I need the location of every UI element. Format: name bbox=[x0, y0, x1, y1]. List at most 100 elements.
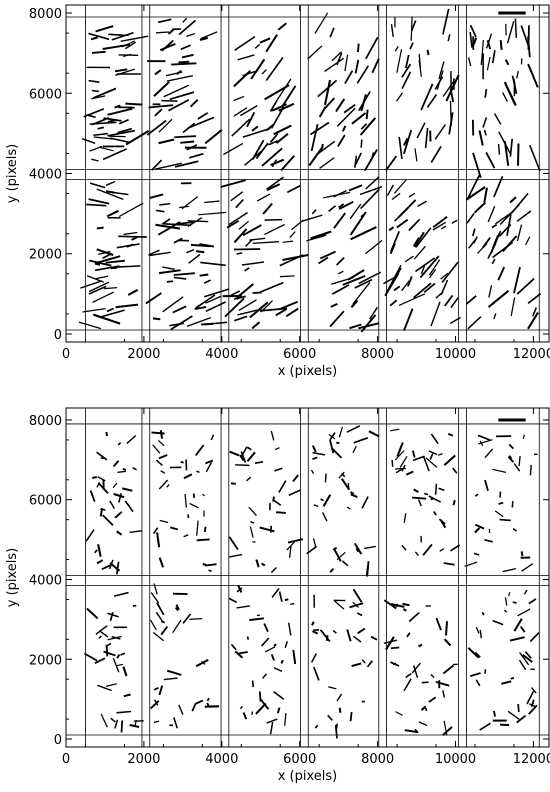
top-whisker bbox=[466, 174, 481, 200]
top-whisker bbox=[356, 65, 369, 84]
bottom-whisker bbox=[424, 707, 428, 712]
bottom-whisker bbox=[260, 637, 270, 647]
top-whisker bbox=[154, 108, 163, 117]
bottom-whisker bbox=[112, 482, 118, 489]
top-whisker bbox=[351, 112, 367, 125]
top-whisker bbox=[279, 275, 295, 278]
bottom-whisker bbox=[259, 526, 275, 533]
top-whisker bbox=[233, 69, 252, 88]
top-whisker bbox=[354, 278, 373, 289]
top-whisker bbox=[442, 8, 450, 35]
bottom-whisker bbox=[196, 470, 200, 474]
bottom-whisker bbox=[100, 457, 104, 460]
top-whisker bbox=[175, 69, 182, 76]
bottom-whisker bbox=[428, 495, 442, 503]
top-whisker bbox=[158, 118, 173, 133]
bottom-whisker bbox=[286, 541, 296, 551]
top-whisker bbox=[103, 117, 122, 122]
top-whisker bbox=[401, 71, 412, 89]
bottom-whisker bbox=[239, 454, 245, 462]
bottom-whisker bbox=[469, 672, 481, 678]
bottom-whisker bbox=[276, 511, 286, 514]
bottom-whisker bbox=[126, 434, 137, 445]
top-whisker bbox=[426, 94, 438, 108]
bottom-whisker bbox=[235, 464, 250, 467]
top-whisker bbox=[234, 315, 248, 322]
bottom-whisker bbox=[150, 592, 160, 604]
top-whisker bbox=[434, 76, 444, 90]
top-whisker bbox=[178, 60, 190, 64]
bottom-whisker bbox=[263, 623, 269, 633]
top-whisker bbox=[487, 205, 496, 223]
bottom-whisker bbox=[452, 467, 458, 474]
bottom-whisker bbox=[189, 617, 203, 620]
bottom-whisker bbox=[116, 663, 124, 667]
bottom-whisker bbox=[428, 696, 437, 703]
top-whisker bbox=[413, 231, 425, 248]
bottom-whisker bbox=[421, 681, 429, 684]
top-whisker bbox=[131, 236, 138, 241]
bottom-whisker bbox=[349, 602, 364, 609]
bottom-whisker bbox=[187, 514, 190, 519]
bottom-whisker bbox=[310, 469, 315, 475]
top-whisker bbox=[426, 49, 430, 56]
top-whisker bbox=[88, 32, 110, 41]
bottom-whisker bbox=[324, 473, 327, 483]
top-y-tick-label: 4000 bbox=[29, 168, 62, 183]
top-whisker bbox=[363, 149, 378, 172]
top-whisker bbox=[173, 272, 195, 276]
top-whisker bbox=[205, 295, 221, 304]
bottom-whisker bbox=[350, 493, 358, 499]
top-whisker bbox=[309, 121, 330, 136]
bottom-whisker bbox=[321, 512, 328, 522]
bottom-whisker bbox=[341, 560, 349, 567]
bottom-whisker bbox=[332, 546, 338, 551]
top-whisker bbox=[281, 85, 297, 108]
bottom-whisker bbox=[166, 484, 170, 488]
top-whisker bbox=[319, 250, 336, 260]
bottom-whisker bbox=[274, 467, 283, 472]
top-whisker bbox=[338, 203, 345, 209]
top-whisker bbox=[328, 205, 337, 213]
top-whisker bbox=[349, 323, 362, 330]
bottom-whisker bbox=[346, 425, 361, 433]
top-whisker bbox=[242, 224, 262, 237]
bottom-whisker bbox=[396, 442, 404, 457]
top-whisker bbox=[266, 176, 284, 191]
bottom-whisker bbox=[531, 687, 537, 694]
bottom-whisker bbox=[412, 455, 425, 462]
bottom-whisker bbox=[178, 704, 184, 715]
bottom-whisker bbox=[394, 450, 405, 461]
bottom-whisker bbox=[149, 619, 157, 631]
top-whisker bbox=[176, 221, 193, 225]
bottom-whisker bbox=[329, 568, 335, 573]
bottom-whisker bbox=[507, 456, 515, 463]
top-whisker bbox=[291, 219, 304, 231]
top-whisker bbox=[403, 137, 409, 146]
top-whisker bbox=[94, 262, 101, 266]
bottom-whisker bbox=[517, 608, 531, 617]
top-whisker bbox=[205, 301, 226, 312]
top-whisker bbox=[310, 230, 332, 240]
bottom-whisker bbox=[390, 646, 400, 650]
top-whisker bbox=[167, 27, 176, 35]
top-whisker bbox=[497, 144, 501, 155]
top-whisker bbox=[491, 223, 498, 229]
top-whisker bbox=[158, 18, 172, 24]
bottom-whisker bbox=[112, 460, 120, 468]
top-whisker bbox=[171, 62, 197, 66]
bottom-whisker bbox=[85, 529, 95, 542]
bottom-whisker bbox=[519, 625, 526, 633]
top-whisker bbox=[441, 261, 459, 283]
top-whisker bbox=[154, 69, 162, 76]
bottom-whisker bbox=[442, 690, 446, 698]
bottom-whisker bbox=[430, 433, 439, 445]
top-whisker bbox=[341, 125, 347, 132]
bottom-whisker bbox=[529, 703, 537, 708]
bottom-whisker bbox=[159, 519, 169, 524]
bottom-whisker bbox=[292, 649, 297, 665]
top-whisker bbox=[96, 188, 124, 201]
top-whisker bbox=[444, 294, 454, 307]
top-whisker bbox=[491, 50, 496, 64]
